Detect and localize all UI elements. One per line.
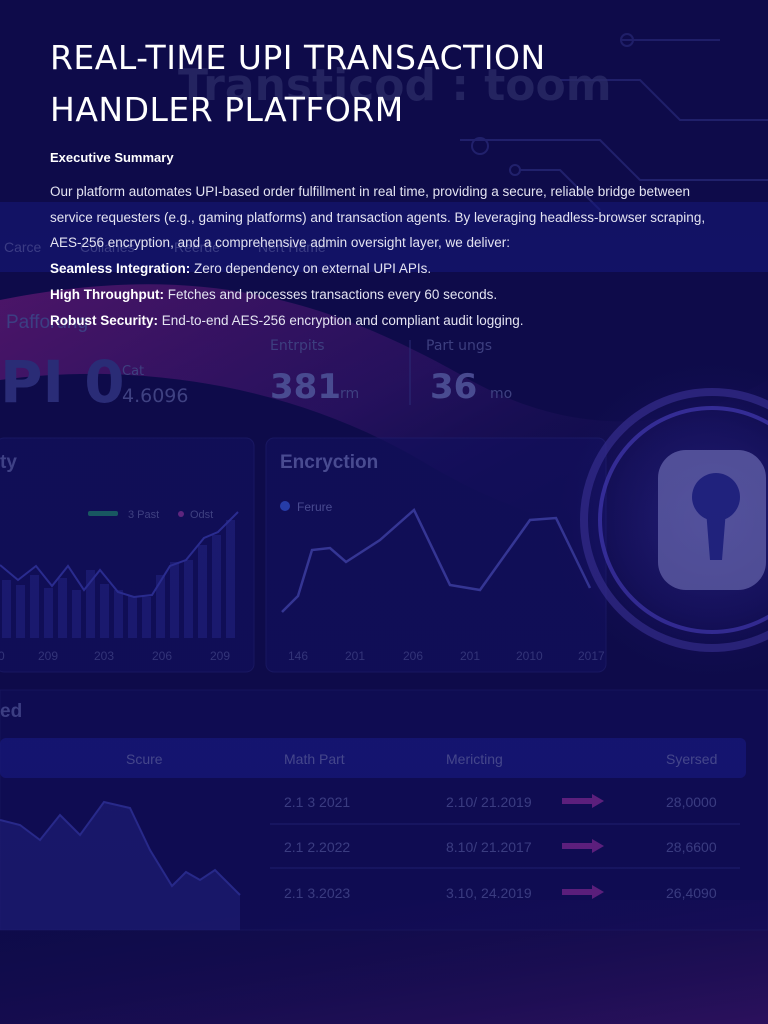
svg-text:203: 203: [94, 649, 114, 663]
title-line-1: REAL-TIME UPI TRANSACTION: [50, 38, 546, 77]
svg-text:146: 146: [288, 649, 308, 663]
page-title: REAL-TIME UPI TRANSACTION HANDLER PLATFO…: [50, 32, 730, 136]
svg-text:Mericting: Mericting: [446, 751, 503, 767]
feature-item: Seamless Integration: Zero dependency on…: [50, 256, 730, 282]
svg-text:Cat: Cat: [122, 364, 144, 379]
svg-text:rm: rm: [340, 386, 359, 402]
svg-text:Odst: Odst: [190, 509, 213, 521]
svg-text:2017: 2017: [578, 649, 605, 663]
svg-text:3.10, 24.2019: 3.10, 24.2019: [446, 885, 532, 901]
svg-text:201: 201: [345, 649, 365, 663]
feature-text: Fetches and processes transactions every…: [163, 286, 498, 302]
svg-text:28,0000: 28,0000: [666, 794, 717, 810]
svg-text:0: 0: [0, 649, 5, 663]
feature-list: Seamless Integration: Zero dependency on…: [50, 256, 730, 334]
feature-label: Robust Security:: [50, 312, 159, 328]
svg-text:381: 381: [270, 367, 341, 407]
svg-text:ty: ty: [0, 452, 17, 473]
svg-text:2010: 2010: [516, 649, 543, 663]
executive-summary-section: REAL-TIME UPI TRANSACTION HANDLER PLATFO…: [50, 32, 730, 334]
svg-text:2.1 2.2022: 2.1 2.2022: [284, 839, 350, 855]
table-title: ed: [0, 701, 22, 722]
svg-text:28,6600: 28,6600: [666, 839, 717, 855]
svg-text:mo: mo: [490, 386, 512, 402]
feature-item: High Throughput: Fetches and processes t…: [50, 282, 730, 308]
section-subtitle: Executive Summary: [50, 150, 174, 165]
svg-text:Entrpits: Entrpits: [270, 338, 325, 354]
svg-text:Carce: Carce: [4, 239, 42, 255]
title-line-2: HANDLER PLATFORM: [50, 90, 404, 129]
feature-item: Robust Security: End-to-end AES-256 encr…: [50, 308, 730, 334]
svg-text:2.1 3.2023: 2.1 3.2023: [284, 885, 350, 901]
svg-text:209: 209: [210, 649, 230, 663]
svg-text:Math Part: Math Part: [284, 751, 345, 767]
svg-text:209: 209: [38, 649, 58, 663]
feature-label: High Throughput:: [50, 286, 164, 302]
svg-text:Part ungs: Part ungs: [426, 338, 492, 354]
svg-text:Scure: Scure: [126, 751, 163, 767]
feature-label: Seamless Integration:: [50, 260, 191, 276]
svg-text:206: 206: [403, 649, 423, 663]
svg-text:8.10/ 21.2017: 8.10/ 21.2017: [446, 839, 532, 855]
svg-text:3 Past: 3 Past: [128, 509, 159, 521]
feature-text: Zero dependency on external UPI APIs.: [190, 260, 432, 276]
svg-text:201: 201: [460, 649, 480, 663]
summary-paragraph: Our platform automates UPI-based order f…: [50, 184, 706, 250]
svg-text:Ferure: Ferure: [297, 500, 333, 514]
svg-text:206: 206: [152, 649, 172, 663]
svg-text:PI 0: PI 0: [0, 348, 125, 416]
svg-text:Encryction: Encryction: [280, 452, 378, 473]
feature-text: End-to-end AES-256 encryption and compli…: [158, 312, 524, 328]
svg-text:36: 36: [430, 367, 477, 407]
svg-text:2.1 3 2021: 2.1 3 2021: [284, 794, 350, 810]
svg-text:4.6096: 4.6096: [122, 385, 188, 407]
svg-text:26,4090: 26,4090: [666, 885, 717, 901]
svg-text:2.10/ 21.2019: 2.10/ 21.2019: [446, 794, 532, 810]
svg-text:Syersed: Syersed: [666, 751, 717, 767]
